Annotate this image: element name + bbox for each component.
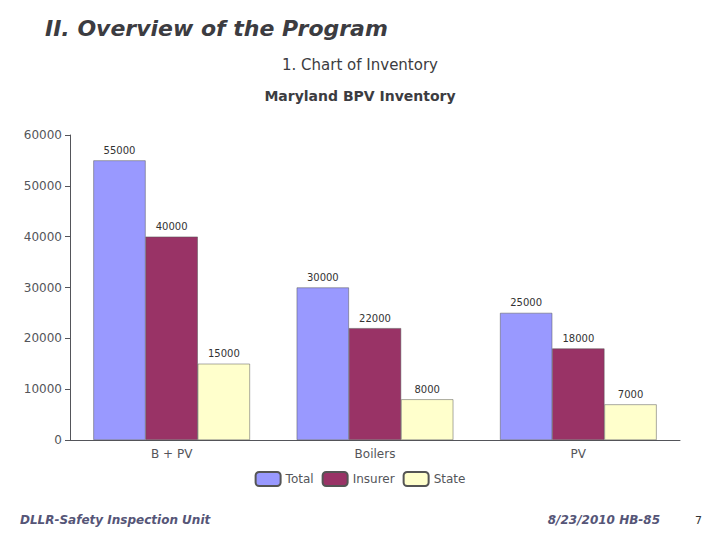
svg-text:Boilers: Boilers bbox=[355, 447, 396, 461]
svg-text:8/23/2010 HB-85: 8/23/2010 HB-85 bbox=[548, 513, 660, 527]
svg-text:7: 7 bbox=[695, 514, 702, 527]
svg-text:55000: 55000 bbox=[104, 145, 136, 156]
svg-text:7000: 7000 bbox=[618, 389, 643, 400]
svg-text:State: State bbox=[434, 472, 466, 486]
svg-text:22000: 22000 bbox=[359, 313, 391, 324]
svg-text:50000: 50000 bbox=[24, 179, 62, 193]
svg-text:18000: 18000 bbox=[562, 333, 594, 344]
svg-text:8000: 8000 bbox=[414, 384, 439, 395]
svg-text:1. Chart of Inventory: 1. Chart of Inventory bbox=[282, 56, 438, 74]
svg-text:0: 0 bbox=[54, 433, 62, 447]
svg-text:40000: 40000 bbox=[156, 221, 188, 232]
svg-text:PV: PV bbox=[571, 447, 587, 461]
svg-text:40000: 40000 bbox=[24, 230, 62, 244]
svg-text:Total: Total bbox=[285, 472, 314, 486]
svg-text:Maryland BPV Inventory: Maryland BPV Inventory bbox=[264, 88, 455, 104]
svg-text:30000: 30000 bbox=[307, 272, 339, 283]
svg-text:II. Overview of the Program: II. Overview of the Program bbox=[45, 16, 388, 41]
svg-text:Insurer: Insurer bbox=[353, 472, 395, 486]
svg-text:25000: 25000 bbox=[510, 297, 542, 308]
svg-text:15000: 15000 bbox=[208, 348, 240, 359]
svg-text:DLLR-Safety Inspection Unit: DLLR-Safety Inspection Unit bbox=[20, 513, 212, 527]
svg-text:B + PV: B + PV bbox=[151, 447, 193, 461]
svg-text:20000: 20000 bbox=[24, 331, 62, 345]
svg-text:60000: 60000 bbox=[24, 128, 62, 142]
svg-text:30000: 30000 bbox=[24, 281, 62, 295]
svg-text:10000: 10000 bbox=[24, 382, 62, 396]
